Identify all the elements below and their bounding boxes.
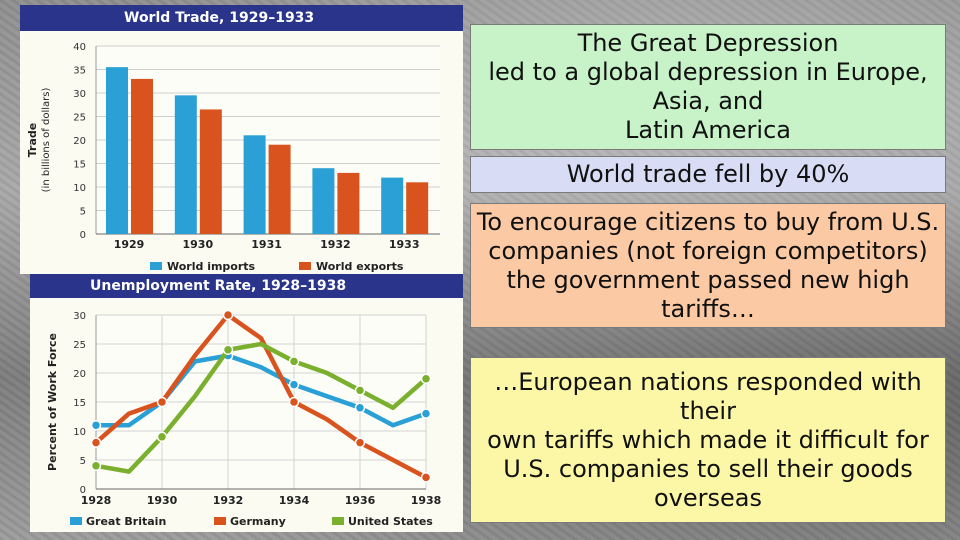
x-tick-label: 1932 [213, 494, 244, 507]
text-box-global-depression: The Great Depression led to a global dep… [470, 24, 946, 150]
legend-swatch-united-states [332, 517, 344, 525]
text-box-trade-fell: World trade fell by 40% [470, 156, 946, 193]
y-tick-label: 30 [73, 89, 86, 100]
bar-world-imports-1929 [106, 67, 128, 235]
legend-label-world-exports: World exports [316, 260, 404, 273]
y-tick-label: 15 [73, 398, 86, 409]
point-germany-1938 [420, 472, 432, 483]
text-box-tariffs: To encourage citizens to buy from U.S. c… [470, 203, 946, 328]
point-germany-1930 [156, 396, 168, 408]
x-tick-label: 1936 [345, 494, 376, 507]
trade-fell-text: World trade fell by 40% [566, 160, 850, 188]
y-axis-subtitle: (in billions of dollars) [41, 88, 52, 193]
point-great-britain-1938 [420, 408, 432, 419]
global-depression-text: The Great Depression led to a global dep… [488, 29, 928, 144]
bar-world-imports-1931 [243, 135, 266, 234]
point-germany-1934 [288, 396, 300, 408]
world-trade-plot: 0 5 10 15 20 25 30 35 40 1929 1930 1931 1932 1933 Worl… [26, 42, 440, 273]
legend-swatch-great-britain [70, 517, 82, 525]
line-germany [94, 312, 428, 480]
y-tick-label: 30 [73, 311, 86, 322]
legend-label-great-britain: Great Britain [86, 515, 166, 528]
unemployment-chart: Unemployment Rate, 1928–1938 0 5 10 15 20 25 3… [30, 274, 463, 532]
point-germany-1932 [222, 309, 234, 321]
x-tick-label: 1931 [251, 238, 282, 251]
legend-swatch-world-imports [150, 262, 162, 270]
tariffs-text: To encourage citizens to buy from U.S. c… [476, 207, 940, 323]
y-axis-title: Trade [26, 123, 39, 157]
point-great-britain-1936 [354, 402, 366, 414]
y-tick-label: 10 [73, 183, 86, 194]
y-tick-label: 20 [73, 369, 86, 380]
unemployment-plot: 0 5 10 15 20 25 30 1928 1930 1932 1934 1936 1938 Grea… [46, 309, 442, 528]
point-united-states-1938 [420, 373, 432, 385]
legend-label-united-states: United States [348, 515, 433, 528]
x-tick-label: 1930 [147, 494, 178, 507]
world-trade-chart: World Trade, 1929–1933 0 5 10 15 20 25 30 35 40 1… [20, 5, 463, 274]
legend-swatch-world-exports [299, 262, 311, 270]
point-germany-1936 [354, 437, 366, 448]
point-united-states-1934 [288, 356, 300, 367]
y-axis-title: Percent of Work Force [46, 333, 59, 471]
point-united-states-1936 [354, 385, 366, 396]
x-tick-label: 1933 [389, 238, 420, 251]
point-united-states-1930 [156, 431, 168, 443]
point-great-britain-1928 [90, 419, 102, 431]
y-tick-label: 25 [73, 113, 86, 124]
point-united-states-1932 [222, 344, 234, 356]
x-tick-label: 1930 [182, 238, 213, 251]
bar-world-exports-1929 [131, 78, 153, 235]
y-tick-label: 5 [80, 456, 86, 467]
legend-swatch-germany [214, 517, 226, 525]
y-tick-label: 5 [80, 207, 86, 218]
line-great-britain [96, 353, 427, 428]
y-tick-label: 0 [80, 485, 86, 496]
world-trade-title: World Trade, 1929–1933 [20, 5, 463, 31]
legend-label-world-imports: World imports [167, 260, 256, 273]
y-tick-label: 40 [73, 42, 86, 53]
point-great-britain-1934 [288, 379, 300, 390]
x-tick-label: 1938 [411, 494, 442, 507]
european-response-text: …European nations responded with their o… [487, 367, 929, 512]
bar-world-exports-1931 [268, 144, 291, 234]
bar-world-exports-1933 [406, 182, 429, 234]
x-tick-label: 1928 [81, 494, 112, 507]
y-tick-label: 15 [73, 160, 86, 171]
text-box-european-response: …European nations responded with their o… [470, 357, 946, 523]
bar-world-imports-1933 [381, 177, 404, 234]
point-germany-1928 [90, 437, 102, 448]
bar-world-exports-1932 [337, 172, 360, 234]
bar-world-imports-1930 [174, 95, 197, 234]
point-united-states-1928 [90, 460, 102, 472]
bar-world-imports-1932 [312, 168, 335, 234]
y-tick-label: 10 [73, 427, 86, 438]
y-tick-label: 0 [80, 230, 86, 241]
bar-world-exports-1930 [199, 109, 222, 234]
x-tick-label: 1934 [279, 494, 310, 507]
x-tick-label: 1932 [320, 238, 351, 251]
y-tick-label: 25 [73, 340, 86, 351]
line-united-states [95, 341, 428, 474]
unemployment-title: Unemployment Rate, 1928–1938 [30, 274, 463, 298]
legend-label-germany: Germany [230, 515, 286, 528]
y-tick-label: 20 [73, 136, 86, 147]
x-tick-label: 1929 [114, 238, 145, 251]
y-tick-label: 35 [73, 66, 86, 77]
